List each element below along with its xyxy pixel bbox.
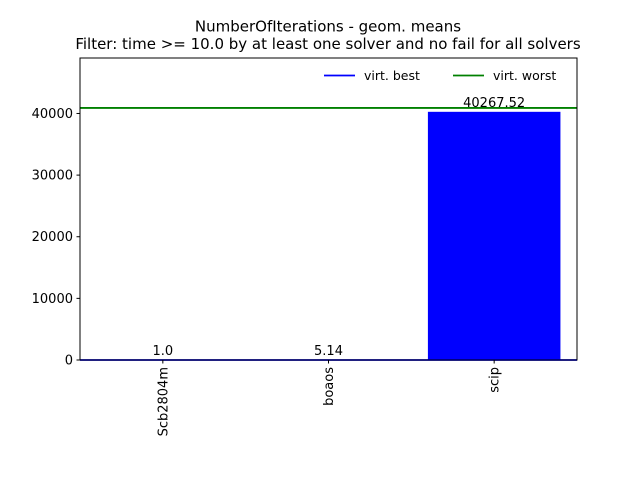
bar-scip [427, 111, 561, 361]
chart-title: NumberOfIterations - geom. means [195, 18, 461, 36]
y-tick-label-40000: 40000 [32, 107, 73, 122]
bar-value-label-scb2804m: 1.0 [152, 344, 173, 359]
x-tick-label-scb2804m: Scb2804m [156, 367, 171, 436]
plot-area: 1.0 5.1440267.52010000200003000040000Scb2… [32, 57, 578, 436]
x-tick-label-boaos: boaos [322, 367, 337, 406]
chart-subtitle: Filter: time >= 10.0 by at least one sol… [75, 35, 581, 53]
y-tick-label-10000: 10000 [32, 292, 73, 307]
y-tick-label-30000: 30000 [32, 169, 73, 184]
y-tick-label-0: 0 [65, 354, 73, 369]
x-tick-label-scip: scip [488, 367, 503, 393]
bar-value-label-boaos: 5.14 [314, 344, 343, 359]
legend: virt. best virt. worst [324, 68, 556, 83]
y-tick-label-20000: 20000 [32, 230, 73, 245]
legend-label-virt-best: virt. best [364, 68, 420, 83]
legend-label-virt-worst: virt. worst [493, 68, 556, 83]
